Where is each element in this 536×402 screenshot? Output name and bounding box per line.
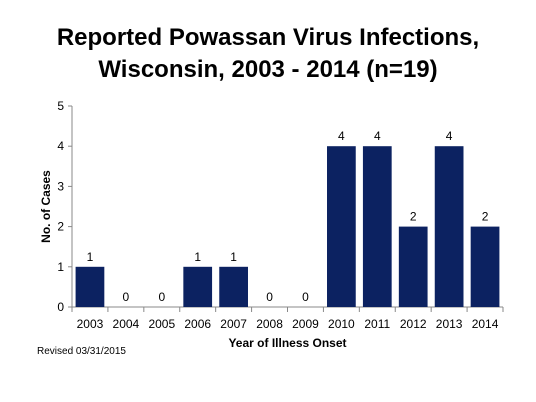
x-tick-label: 2007 xyxy=(220,317,247,331)
bar xyxy=(362,146,392,307)
y-tick-label: 1 xyxy=(57,260,64,274)
y-tick-label: 3 xyxy=(57,179,64,193)
bar xyxy=(327,146,356,307)
x-tick-label: 2009 xyxy=(292,317,319,331)
data-label: 1 xyxy=(230,250,237,264)
chart-title-line-2: Wisconsin, 2003 - 2014 (n=19) xyxy=(98,56,438,83)
chart-title-line-1: Reported Powassan Virus Infections, xyxy=(56,24,480,51)
bar xyxy=(470,226,500,307)
x-axis-title: Year of Illness Onset xyxy=(228,336,346,350)
data-label: 0 xyxy=(123,290,130,304)
x-tick-label: 2003 xyxy=(77,317,104,331)
y-tick-label: 5 xyxy=(57,99,64,113)
bar xyxy=(434,146,464,307)
y-tick-label: 0 xyxy=(57,300,64,314)
data-label: 4 xyxy=(338,129,345,143)
data-label: 0 xyxy=(266,290,273,304)
x-tick-label: 2012 xyxy=(400,317,427,331)
bar xyxy=(398,226,428,307)
x-tick-label: 2011 xyxy=(364,317,390,331)
data-label: 0 xyxy=(158,290,165,304)
data-label: 1 xyxy=(194,250,201,264)
x-tick-label: 2010 xyxy=(328,317,355,331)
x-tick-label: 2008 xyxy=(256,317,283,331)
data-label: 2 xyxy=(482,210,489,224)
data-label: 1 xyxy=(87,250,94,264)
data-label: 4 xyxy=(374,129,381,143)
x-tick-label: 2013 xyxy=(436,317,463,331)
x-tick-label: 2004 xyxy=(113,317,140,331)
x-tick-label: 2006 xyxy=(184,317,211,331)
data-label: 0 xyxy=(302,290,309,304)
x-tick-label: 2005 xyxy=(148,317,175,331)
y-tick-label: 2 xyxy=(57,220,64,234)
data-label: 4 xyxy=(446,129,453,143)
y-axis-title: No. of Cases xyxy=(39,170,53,243)
y-tick-label: 4 xyxy=(57,139,64,153)
bar xyxy=(219,266,248,307)
revision-note: Revised 03/31/2015 xyxy=(37,346,126,357)
data-label: 2 xyxy=(410,210,417,224)
bar xyxy=(183,266,213,307)
x-tick-label: 2014 xyxy=(472,317,499,331)
bar xyxy=(75,266,105,307)
chart-title: Reported Powassan Virus Infections, Wisc… xyxy=(0,22,536,86)
